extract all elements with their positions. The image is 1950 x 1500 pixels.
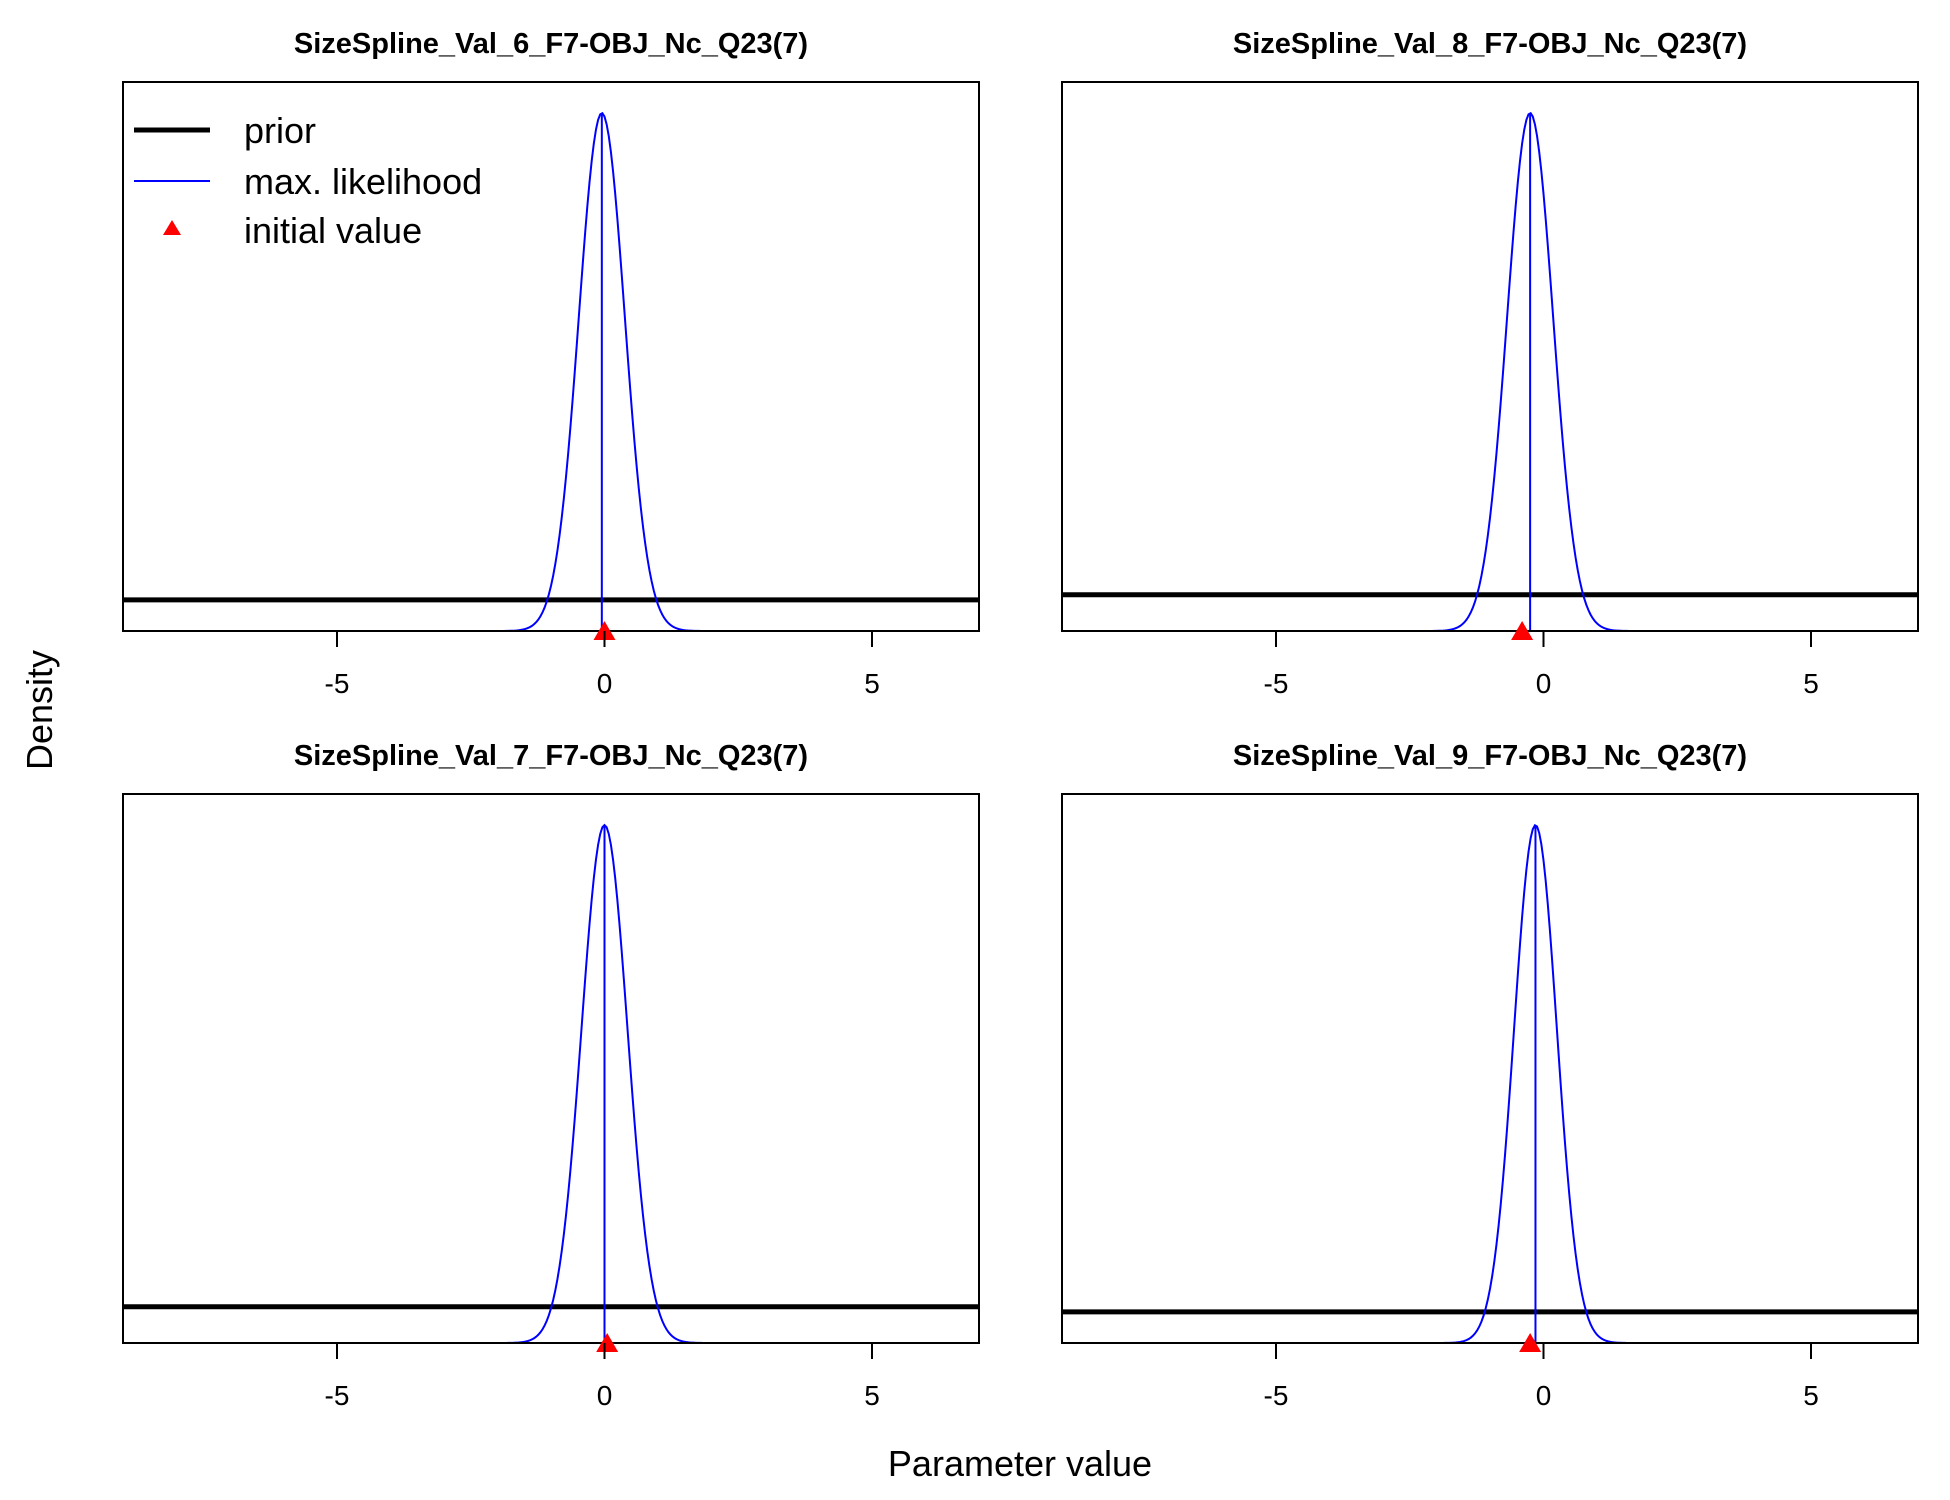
panel-frame — [1061, 793, 1919, 1344]
plot-area — [1062, 823, 1918, 1343]
legend-mle-label: max. likelihood — [244, 161, 482, 202]
mle-curve — [123, 823, 979, 1343]
x-axis-title: Parameter value — [888, 1443, 1152, 1484]
x-tick-label: 5 — [1803, 1380, 1819, 1411]
y-axis-title: Density — [19, 650, 60, 770]
mle-curve — [123, 111, 979, 631]
x-tick-label: -5 — [325, 668, 350, 699]
x-tick-label: -5 — [1264, 668, 1289, 699]
initial-value-marker — [593, 621, 616, 640]
x-tick-label: 5 — [1803, 668, 1819, 699]
legend-initial-label: initial value — [244, 210, 422, 251]
panels: SizeSpline_Val_6_F7-OBJ_Nc_Q23(7)-5 0 5Siz… — [122, 28, 1919, 1411]
panel-frame — [122, 793, 980, 1344]
panel-frame — [122, 81, 980, 632]
x-tick-label: 0 — [1536, 668, 1552, 699]
legend-initial-marker — [163, 220, 181, 235]
panel-title: SizeSpline_Val_9_F7-OBJ_Nc_Q23(7) — [1233, 740, 1747, 772]
panel-1: SizeSpline_Val_6_F7-OBJ_Nc_Q23(7) -5 0 5 — [122, 28, 980, 699]
initial-value-marker — [1511, 621, 1534, 640]
x-tick-label: -5 — [1264, 1380, 1289, 1411]
x-tick-label: 0 — [597, 1380, 613, 1411]
panel-title: SizeSpline_Val_7_F7-OBJ_Nc_Q23(7) — [294, 740, 808, 772]
x-tick-label: 5 — [864, 668, 880, 699]
x-tick-label: 5 — [864, 1380, 880, 1411]
x-tick-label: -5 — [325, 1380, 350, 1411]
initial-value-marker — [596, 1333, 619, 1352]
legend: prior max. likelihood initial value — [134, 110, 482, 251]
legend-prior-label: prior — [244, 110, 316, 151]
panel-3: SizeSpline_Val_7_F7-OBJ_Nc_Q23(7) -5 0 5 — [122, 740, 980, 1411]
x-tick-label: 0 — [1536, 1380, 1552, 1411]
panel-2: SizeSpline_Val_8_F7-OBJ_Nc_Q23(7) -5 0 5 — [1061, 28, 1919, 699]
mle-curve — [1062, 111, 1918, 631]
plot-area — [123, 823, 979, 1343]
panel-frame — [1061, 81, 1919, 632]
plot-area — [123, 111, 979, 631]
plot-area — [1062, 111, 1918, 631]
x-tick-label: 0 — [597, 668, 613, 699]
panel-title: SizeSpline_Val_8_F7-OBJ_Nc_Q23(7) — [1233, 28, 1747, 60]
panel-4: SizeSpline_Val_9_F7-OBJ_Nc_Q23(7) -5 0 5 — [1061, 740, 1919, 1411]
mle-curve — [1062, 823, 1918, 1343]
panel-title: SizeSpline_Val_6_F7-OBJ_Nc_Q23(7) — [294, 28, 808, 60]
initial-value-marker — [1519, 1333, 1542, 1352]
